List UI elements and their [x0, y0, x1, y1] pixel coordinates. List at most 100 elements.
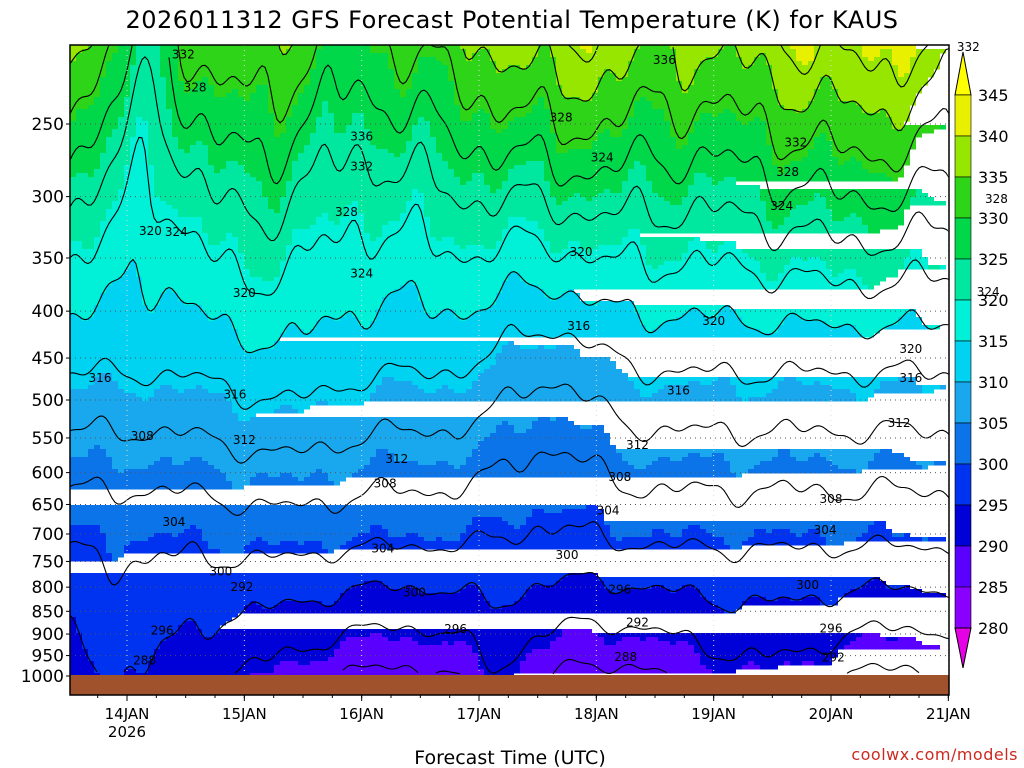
y-tick-label: 500 — [32, 391, 64, 411]
contour-label: 328 — [550, 111, 573, 125]
colorbar: 345 340 335 330 325 320 315 310 305 300 295 290 285 2… — [954, 51, 1009, 669]
contour-312 — [70, 383, 949, 464]
colorbar-tick-label: 325 — [978, 250, 1009, 269]
credit-text: coolwx.com/models — [851, 745, 1018, 764]
y-tick-label: 250 — [32, 115, 64, 135]
contour-label: 300 — [209, 564, 232, 578]
contour-348 — [901, 37, 907, 40]
colorbar-bottom-arrow — [954, 627, 972, 669]
contour-label: 316 — [899, 371, 922, 385]
x-tick-label: 20JAN — [809, 705, 854, 723]
contour-label: 316 — [223, 387, 246, 401]
contour-label: 296 — [444, 622, 467, 636]
contour-label: 336 — [653, 53, 676, 67]
contour-label: 296 — [151, 623, 174, 637]
contour-label: 300 — [403, 586, 426, 600]
contour-328 — [70, 56, 949, 256]
contour-label: 320 — [702, 314, 725, 328]
colorbar-band — [954, 135, 972, 178]
colorbar-tick-label: 315 — [978, 332, 1009, 351]
contour-label: 332 — [784, 136, 807, 150]
contour-296 — [234, 616, 949, 674]
contour-308 — [70, 451, 949, 516]
y-tick-label: 1000 — [21, 667, 64, 687]
plot-area: 3323283363323283363283243323283323283243… — [69, 37, 1008, 696]
colorbar-tick-label: 290 — [978, 537, 1009, 556]
contour-label: 288 — [133, 654, 156, 668]
contour-label: 288 — [614, 650, 637, 664]
contour-label: 332 — [172, 48, 195, 62]
contour-label: 320 — [570, 245, 593, 259]
colorbar-band — [954, 217, 972, 260]
contour-label: 312 — [626, 438, 649, 452]
grid-lines — [70, 45, 949, 675]
colorbar-band — [954, 176, 972, 219]
contour-label: 336 — [350, 130, 373, 144]
contour-label: 304 — [597, 504, 620, 518]
contour-label: 320 — [139, 224, 162, 238]
contour-label: 332 — [350, 159, 373, 173]
contour-label: 304 — [814, 523, 837, 537]
contour-316 — [70, 323, 949, 410]
contour-label: 304 — [371, 541, 394, 555]
colorbar-top-arrow — [954, 51, 972, 96]
x-tick-label: 17JAN — [457, 705, 502, 723]
contour-label: 316 — [567, 319, 590, 333]
contour-label: 328 — [985, 192, 1008, 206]
contour-label: 308 — [374, 477, 397, 491]
contour-label: 308 — [820, 492, 843, 506]
colorbar-band — [954, 586, 972, 629]
contour-label: 332 — [957, 40, 980, 54]
contour-336 — [70, 45, 949, 173]
plot-frame — [69, 44, 950, 696]
x-tick-label: 21JAN — [926, 705, 971, 723]
colorbar-band — [954, 340, 972, 383]
colorbar-tick-label: 345 — [978, 86, 1009, 105]
contour-label: 328 — [776, 165, 799, 179]
contour-label: 324 — [350, 267, 373, 281]
y-axis: 250 300 350 400 450 500 550 600 650 700 750 800 850 9… — [21, 115, 70, 687]
contour-label: 300 — [796, 578, 819, 592]
contour-label: 328 — [335, 205, 358, 219]
contour-label: 308 — [608, 470, 631, 484]
contour-label: 324 — [165, 225, 188, 239]
y-tick-label: 750 — [32, 552, 64, 572]
contour-label: 320 — [233, 286, 256, 300]
contour-label: 304 — [162, 515, 185, 529]
contour-340 — [70, 45, 949, 132]
colorbar-band — [954, 299, 972, 342]
chart-title: 2026011312 GFS Forecast Potential Temper… — [125, 6, 898, 34]
contour-label: 312 — [385, 452, 408, 466]
colorbar-tick-label: 335 — [978, 168, 1009, 187]
contour-label: 324 — [977, 285, 1000, 299]
colorbar-tick-label: 320 — [978, 291, 1009, 310]
x-tick-sublabel: 2026 — [108, 723, 146, 741]
contour-label: 292 — [822, 651, 845, 665]
colorbar-tick-label: 285 — [978, 578, 1009, 597]
contour-324 — [70, 136, 949, 299]
x-tick-label: 19JAN — [691, 705, 736, 723]
y-tick-label: 800 — [32, 578, 64, 598]
colorbar-tick-label: 295 — [978, 496, 1009, 515]
x-tick-label: 15JAN — [222, 705, 267, 723]
y-tick-label: 700 — [32, 525, 64, 545]
colorbar-band — [954, 545, 972, 588]
colorbar-tick-label: 330 — [978, 209, 1009, 228]
y-tick-label: 550 — [32, 429, 64, 449]
contour-label: 300 — [556, 548, 579, 562]
colorbar-band — [954, 258, 972, 301]
contour-320 — [70, 258, 949, 354]
contour-label: 324 — [770, 199, 793, 213]
ground-below-surface — [70, 675, 949, 695]
y-tick-label: 650 — [32, 495, 64, 515]
contour-304 — [70, 521, 949, 586]
colorbar-tick-label: 280 — [978, 619, 1009, 638]
contour-300 — [70, 572, 949, 675]
contour-label: 316 — [89, 371, 112, 385]
x-axis-label: Forecast Time (UTC) — [414, 747, 605, 768]
y-tick-label: 850 — [32, 602, 64, 622]
contour-label: 320 — [899, 342, 922, 356]
contour-label: 328 — [184, 80, 207, 94]
y-tick-label: 450 — [32, 349, 64, 369]
x-tick-label: 14JAN — [105, 705, 150, 723]
